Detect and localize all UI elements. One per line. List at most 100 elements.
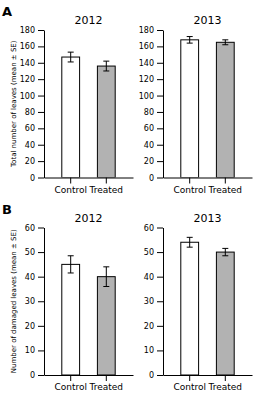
y-tick: 80	[25, 108, 44, 117]
bar	[62, 264, 80, 375]
tick-label: 40	[144, 273, 154, 282]
tick-label: 160	[20, 42, 35, 51]
x-tick: Control	[173, 375, 206, 392]
axis-line	[164, 178, 253, 179]
tick-mark	[38, 63, 44, 64]
tick-mark	[157, 277, 163, 278]
tick-mark	[157, 301, 163, 302]
tick-label: 10	[144, 346, 154, 355]
y-tick: 50	[25, 248, 44, 257]
y-axis: 020406080100120140160180	[20, 26, 45, 183]
y-tick: 100	[139, 92, 163, 101]
y-tick: 60	[144, 224, 163, 233]
bar	[181, 40, 199, 178]
tick-mark	[157, 252, 163, 253]
tick-mark	[38, 350, 44, 351]
tick-mark	[157, 63, 163, 64]
y-axis-title: Number of damaged leaves (mean ± SE)	[10, 229, 18, 373]
y-tick: 60	[25, 224, 44, 233]
tick-label: 20	[144, 322, 154, 331]
y-tick: 80	[144, 108, 163, 117]
tick-mark	[157, 326, 163, 327]
tick-label: 120	[20, 75, 35, 84]
y-tick: 10	[144, 346, 163, 355]
error-bar	[68, 256, 74, 273]
x-axis: ControlTreated	[45, 178, 134, 195]
error-line	[189, 37, 190, 44]
plot-area	[62, 256, 115, 375]
tick-mark	[38, 252, 44, 253]
tick-label: 40	[25, 273, 35, 282]
error-line	[225, 248, 226, 255]
tick-mark	[157, 178, 163, 179]
y-axis: 0102030405060	[25, 224, 45, 381]
y-tick: 10	[25, 346, 44, 355]
y-tick: 140	[20, 59, 44, 68]
error-line	[106, 61, 107, 71]
y-axis: 0102030405060	[144, 224, 164, 381]
tick-label: 60	[25, 124, 35, 133]
plot-area	[181, 37, 234, 178]
tick-label: 60	[144, 224, 154, 233]
axis-line	[45, 178, 134, 179]
tick-mark	[38, 96, 44, 97]
error-cap	[187, 247, 193, 248]
tick-label: 180	[139, 26, 154, 35]
axis-line	[45, 375, 134, 376]
tick-mark	[38, 161, 44, 162]
tick-label: 140	[139, 59, 154, 68]
tick-label: Treated	[208, 185, 243, 195]
panel-label: A	[2, 4, 12, 19]
axis-line	[164, 375, 253, 376]
subplot: 0102030405060ControlTreated2012Number of…	[10, 212, 134, 393]
tick-label: 180	[20, 26, 35, 35]
error-cap	[68, 52, 74, 53]
tick-mark	[157, 350, 163, 351]
y-tick: 0	[149, 371, 163, 380]
tick-label: 50	[144, 248, 154, 257]
tick-mark	[38, 301, 44, 302]
error-line	[70, 256, 71, 273]
tick-label: 60	[25, 224, 35, 233]
error-cap	[68, 61, 74, 62]
error-cap	[187, 237, 193, 238]
title: 2013	[194, 14, 222, 27]
y-tick: 120	[139, 75, 163, 84]
bar	[216, 42, 234, 177]
tick-label: Control	[173, 185, 206, 195]
tick-label: 0	[30, 371, 35, 380]
tick-label: 100	[139, 92, 154, 101]
error-cap	[187, 36, 193, 37]
tick-label: Control	[54, 382, 87, 392]
tick-label: 20	[25, 157, 35, 166]
y-tick: 0	[149, 174, 163, 183]
error-cap	[222, 44, 228, 45]
tick-label: 0	[30, 174, 35, 183]
y-tick: 100	[20, 92, 44, 101]
error-cap	[103, 286, 109, 287]
tick-mark	[38, 178, 44, 179]
tick-mark	[38, 46, 44, 47]
tick-label: 30	[25, 297, 35, 306]
tick-label: 80	[144, 108, 154, 117]
error-bar	[103, 267, 109, 287]
tick-mark	[70, 375, 71, 381]
tick-label: 120	[139, 75, 154, 84]
tick-mark	[157, 375, 163, 376]
x-axis: ControlTreated	[164, 375, 253, 392]
error-cap	[68, 272, 74, 273]
plot-area	[62, 52, 115, 177]
tick-mark	[225, 178, 226, 184]
subplot: 020406080100120140160180ControlTreated20…	[139, 14, 253, 195]
y-tick: 180	[139, 26, 163, 35]
subplot: 020406080100120140160180ControlTreated20…	[10, 14, 134, 195]
y-tick: 20	[25, 157, 44, 166]
y-axis: 020406080100120140160180	[139, 26, 164, 183]
tick-label: Treated	[89, 185, 124, 195]
tick-mark	[38, 326, 44, 327]
tick-mark	[157, 145, 163, 146]
tick-mark	[38, 277, 44, 278]
tick-label: 0	[149, 371, 154, 380]
y-tick: 40	[25, 273, 44, 282]
tick-mark	[189, 178, 190, 184]
